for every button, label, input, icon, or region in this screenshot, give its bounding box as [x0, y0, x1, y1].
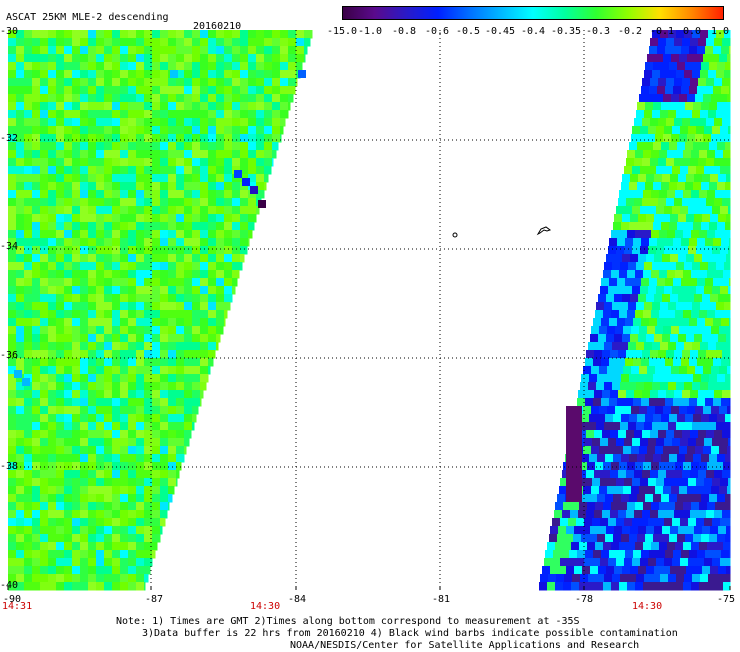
time-label-right: 14:30: [632, 601, 663, 612]
colorbar-tick-label: -0.5: [455, 26, 481, 37]
colorbar-tick-label: -1.0: [357, 26, 383, 37]
colorbar-tick-label: -0.8: [391, 26, 417, 37]
lon-label-75: -75: [716, 594, 736, 605]
time-label-left: 14:31: [2, 601, 33, 612]
lat-label-34: -34: [0, 241, 19, 252]
lat-label-38: -38: [0, 461, 19, 472]
lon-label-90: -90: [2, 594, 22, 605]
colorbar-tick-label: -15.0: [326, 26, 358, 37]
note-line-3: NOAA/NESDIS/Center for Satellite Applica…: [290, 640, 640, 651]
note-line-1: Note: 1) Times are GMT 2)Times along bot…: [116, 616, 580, 627]
time-label-middle: 14:30: [250, 601, 281, 612]
colorbar: [342, 6, 724, 20]
lat-label-32: -32: [0, 133, 19, 144]
colorbar-tick-label: -0.4: [520, 26, 546, 37]
graticule: [7, 30, 731, 590]
lat-label-36: -36: [0, 350, 19, 361]
right-swath: [539, 30, 731, 591]
colorbar-tick-label: 1.0: [710, 26, 730, 37]
colorbar-tick-label: 0.0: [682, 26, 702, 37]
colorbar-tick-label: -0.2: [617, 26, 643, 37]
colorbar-tick-label: -0.6: [424, 26, 450, 37]
island-outline: [452, 232, 458, 238]
lon-label-78: -78: [574, 594, 594, 605]
map-title: ASCAT 25KM MLE-2 descending: [6, 12, 169, 23]
colorbar-tick-label: -0.3: [585, 26, 611, 37]
colorbar-tick-label: -0.45: [484, 26, 516, 37]
left-swath: [8, 30, 313, 591]
colorbar-tick-label: -0.1: [649, 26, 675, 37]
lon-label-81: -81: [431, 594, 451, 605]
island-outline: [536, 226, 552, 236]
lat-label-40: -40: [0, 580, 19, 591]
map-date: 20160210: [193, 21, 242, 32]
lon-label-87: -87: [144, 594, 164, 605]
note-line-2: 3)Data buffer is 22 hrs from 20160210 4)…: [142, 628, 678, 639]
colorbar-tick-label: -0.35: [550, 26, 582, 37]
lon-label-84: -84: [287, 594, 307, 605]
lat-label-30: -30: [0, 26, 19, 37]
